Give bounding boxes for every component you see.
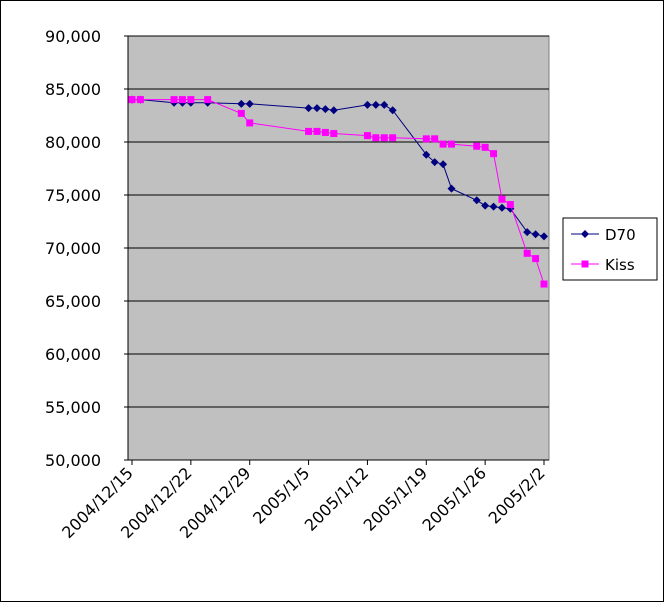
data-point-kiss (431, 135, 439, 143)
data-point-kiss (523, 249, 531, 257)
data-point-d70 (430, 158, 439, 167)
data-point-d70 (371, 100, 380, 109)
data-point-kiss (178, 96, 186, 104)
series-layer (128, 95, 548, 288)
data-point-kiss (330, 130, 338, 138)
data-point-kiss (498, 195, 506, 203)
data-point-kiss (170, 96, 178, 104)
y-axis-ticks: 90,000 85,000 80,000 75,000 70,000 65,000 60,0… (45, 27, 128, 470)
data-point-d70 (540, 232, 548, 241)
data-point-d70 (388, 106, 397, 115)
data-point-kiss (380, 134, 388, 142)
x-tick-label: 2005/2/2 (485, 463, 549, 527)
data-point-d70 (363, 100, 372, 109)
data-point-kiss (481, 143, 489, 151)
legend-marker-kiss (581, 260, 589, 268)
series-line-d70 (132, 99, 545, 237)
data-point-kiss (422, 135, 430, 143)
legend-label-d70: D70 (605, 226, 636, 244)
data-point-d70 (245, 99, 254, 108)
y-tick-label: 80,000 (45, 133, 101, 152)
legend: D70 Kiss (562, 217, 658, 281)
legend-label-kiss: Kiss (605, 256, 635, 274)
y-tick-label: 55,000 (45, 398, 101, 417)
legend-marker-d70 (581, 230, 589, 238)
data-point-kiss (363, 132, 371, 140)
data-point-d70 (472, 196, 481, 205)
data-point-kiss (389, 134, 397, 142)
data-point-kiss (448, 140, 456, 148)
data-point-d70 (447, 184, 456, 193)
data-point-d70 (321, 105, 330, 114)
y-tick-label: 90,000 (45, 27, 101, 46)
data-point-d70 (304, 104, 313, 113)
data-point-d70 (439, 160, 448, 169)
series-line-kiss (132, 99, 545, 285)
data-point-kiss (246, 119, 254, 127)
y-tick-label: 70,000 (45, 239, 101, 258)
x-tick-label: 2005/1/26 (419, 463, 490, 534)
data-point-kiss (136, 96, 144, 104)
data-point-d70 (531, 230, 540, 239)
data-point-d70 (481, 201, 490, 210)
y-tick-label: 75,000 (45, 186, 101, 205)
data-point-d70 (489, 202, 498, 211)
data-point-kiss (506, 201, 514, 209)
data-point-kiss (439, 140, 447, 148)
data-point-kiss (321, 128, 329, 136)
data-point-kiss (204, 96, 212, 104)
data-point-kiss (473, 142, 481, 150)
y-tick-label: 60,000 (45, 345, 101, 364)
data-point-d70 (312, 104, 321, 113)
data-point-kiss (313, 127, 321, 135)
data-point-kiss (305, 127, 313, 135)
data-point-d70 (422, 150, 431, 159)
series-kiss (128, 96, 548, 288)
data-point-d70 (497, 203, 506, 212)
data-point-kiss (237, 109, 245, 117)
data-point-kiss (187, 96, 195, 104)
data-point-kiss (540, 280, 548, 288)
data-point-kiss (490, 150, 498, 158)
data-point-d70 (237, 99, 246, 108)
y-tick-label: 65,000 (45, 292, 101, 311)
x-axis-ticks: 2004/12/152004/12/222004/12/292005/1/520… (58, 460, 549, 542)
data-point-kiss (372, 134, 380, 142)
y-tick-label: 50,000 (45, 451, 101, 470)
legend-box (562, 217, 658, 281)
data-point-d70 (523, 228, 532, 237)
data-point-d70 (329, 106, 338, 115)
data-point-kiss (532, 255, 540, 263)
plot-area (127, 35, 550, 461)
data-point-d70 (380, 100, 389, 109)
y-tick-label: 85,000 (45, 80, 101, 99)
data-point-kiss (128, 96, 136, 104)
